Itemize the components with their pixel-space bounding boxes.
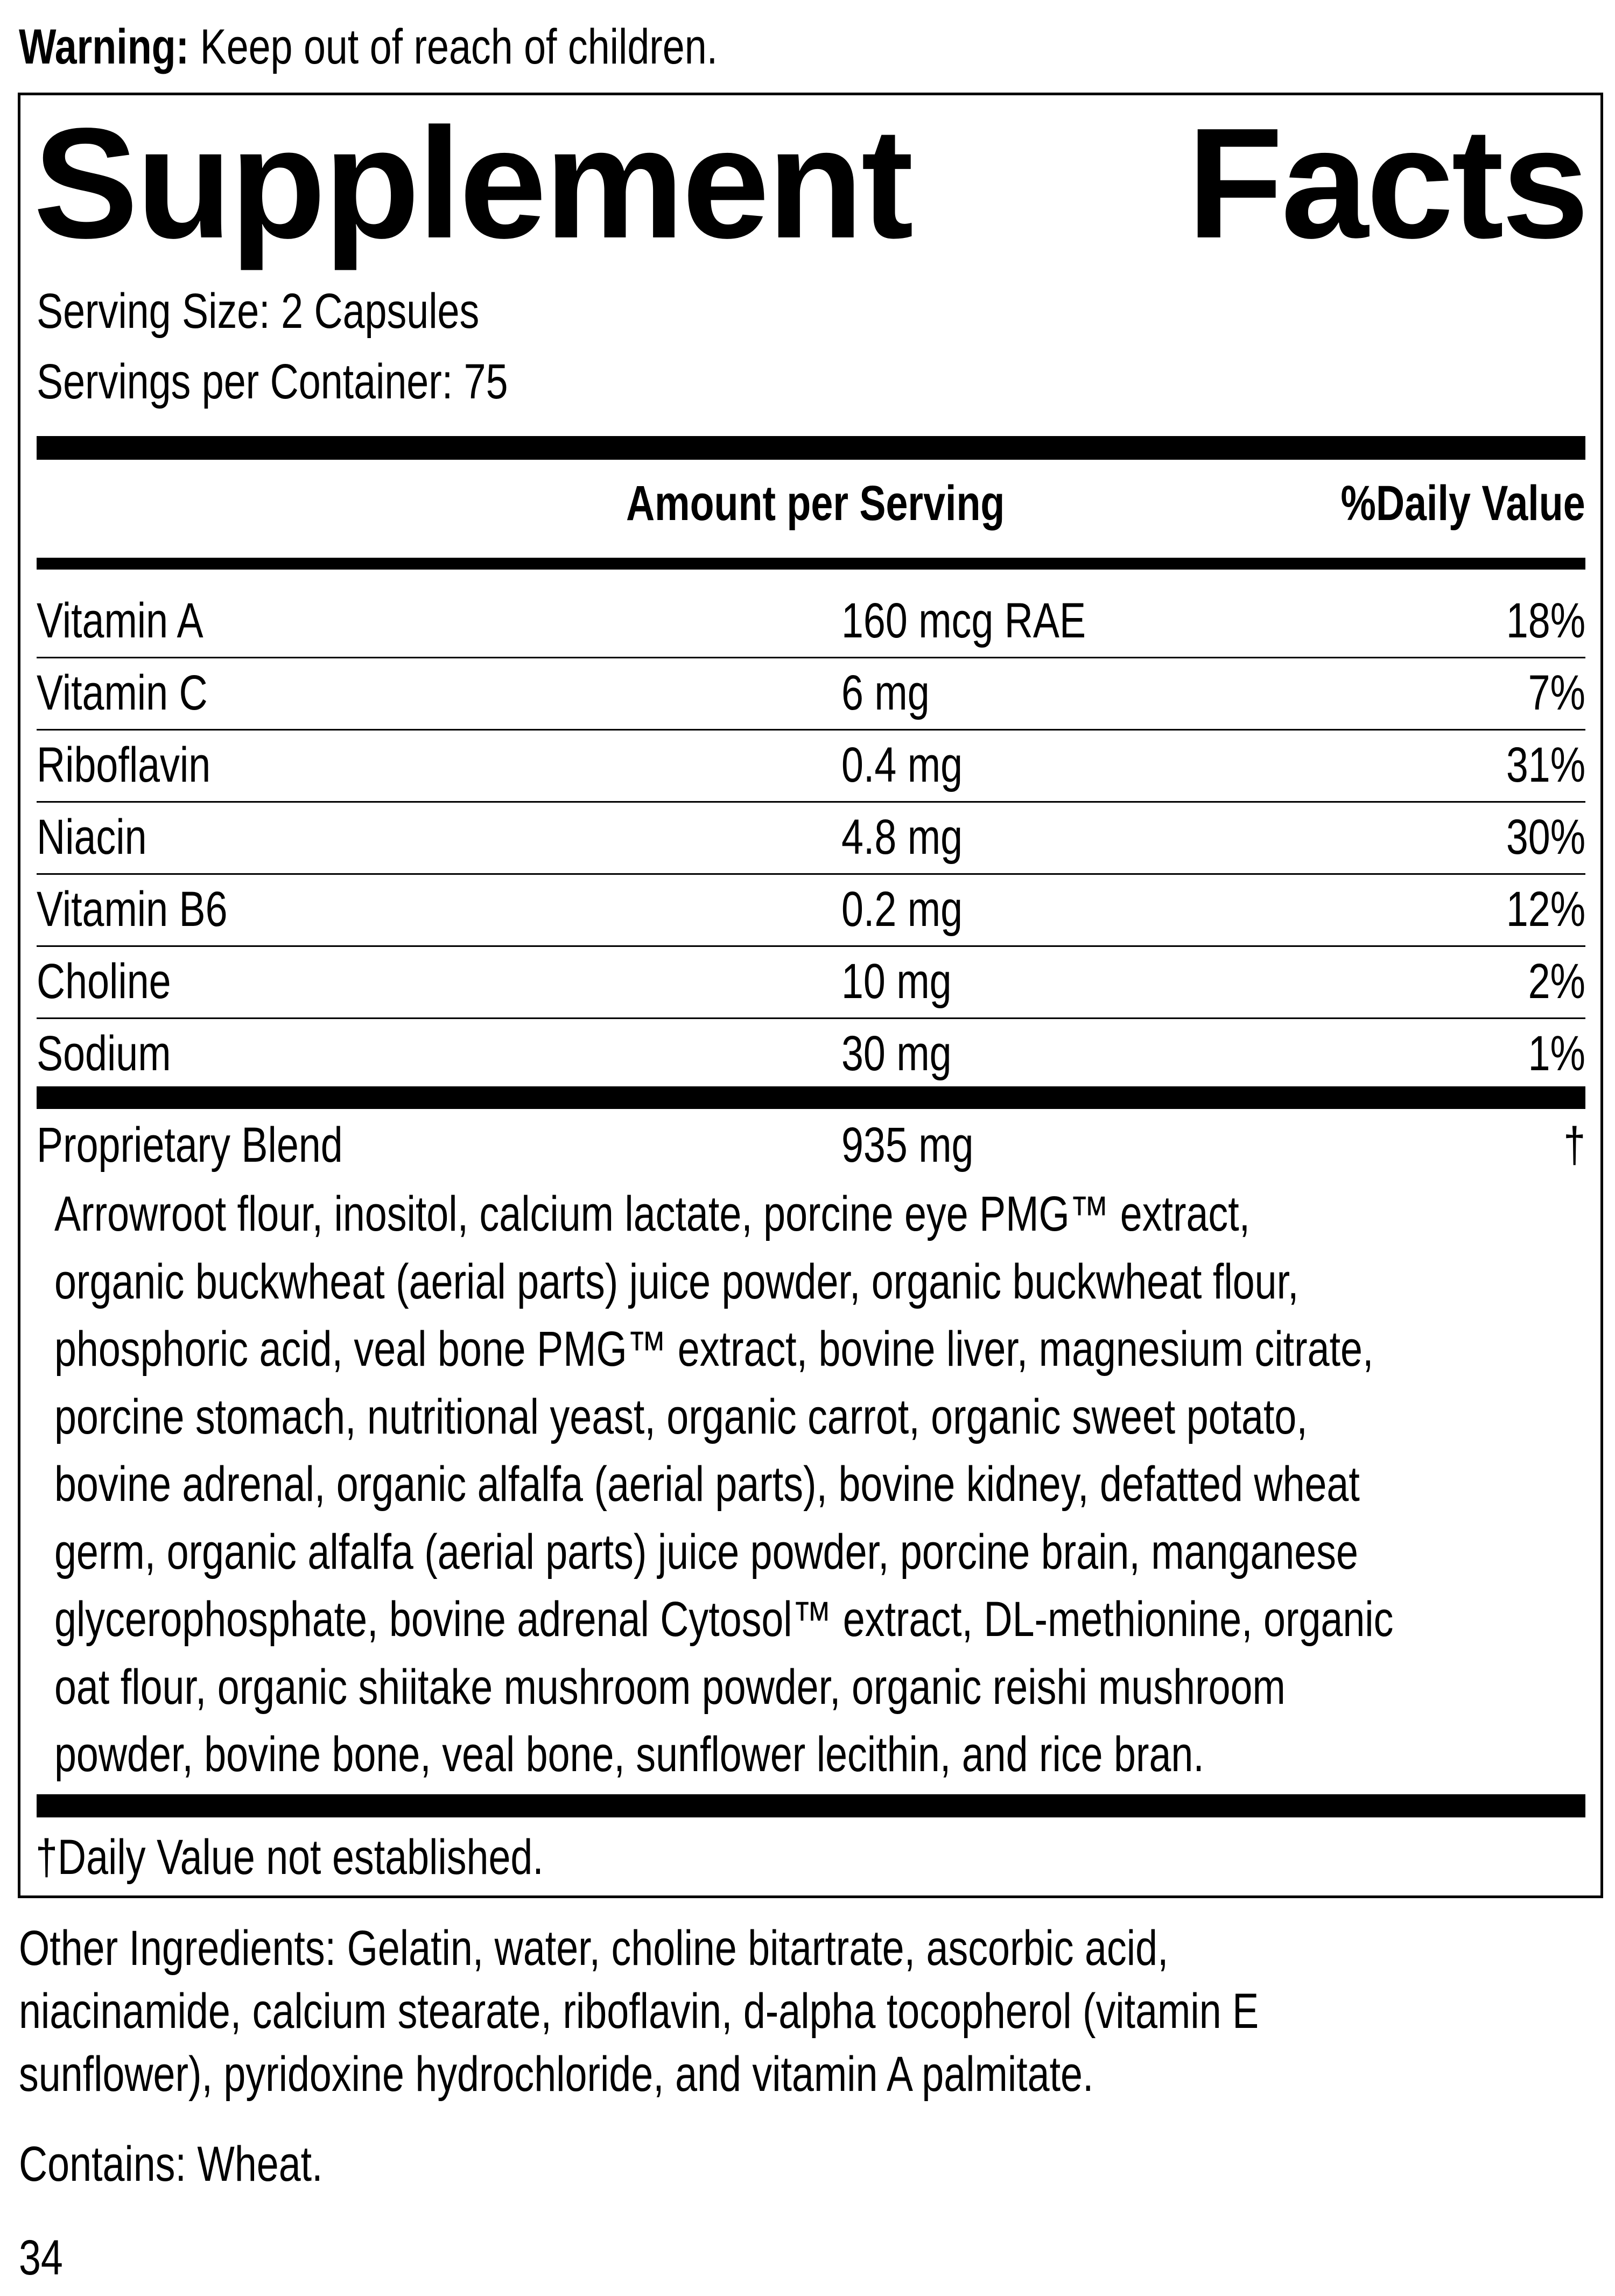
- row-divider: [37, 1017, 1585, 1019]
- nutrient-daily-value: 30%: [1506, 810, 1585, 865]
- panel-title: Supplement Facts: [33, 95, 1589, 271]
- daily-value-note: †Daily Value not established.: [36, 1830, 544, 1885]
- blend-name: Proprietary Blend: [37, 1118, 343, 1172]
- blend-ingredients-line: oat flour, organic shiitake mushroom pow…: [54, 1659, 1286, 1715]
- other-ingredients-line: niacinamide, calcium stearate, riboflavi…: [19, 1984, 1259, 2039]
- row-divider: [37, 729, 1585, 731]
- contains-allergens: Contains: Wheat.: [19, 2137, 323, 2192]
- blend-ingredients-line: glycerophosphate, bovine adrenal Cytosol…: [54, 1592, 1394, 1647]
- divider-thick: [37, 436, 1585, 460]
- warning-label: Warning:: [19, 19, 189, 74]
- blend-ingredients-line: porcine stomach, nutritional yeast, orga…: [54, 1389, 1308, 1444]
- blend-dv: †: [1563, 1118, 1585, 1172]
- row-divider: [37, 801, 1585, 803]
- warning: Warning: Keep out of reach of children.: [19, 20, 893, 74]
- blend-ingredients-line: organic buckwheat (aerial parts) juice p…: [54, 1254, 1299, 1309]
- supplement-facts-panel: [18, 93, 1603, 1898]
- blend-ingredients-line: phosphoric acid, veal bone PMG™ extract,…: [54, 1322, 1374, 1377]
- row-divider: [37, 657, 1585, 658]
- nutrient-amount: 160 mcg RAE: [841, 593, 1086, 648]
- row-divider: [37, 945, 1585, 947]
- nutrient-amount: 4.8 mg: [841, 810, 963, 865]
- nutrient-name: Vitamin B6: [37, 882, 228, 937]
- nutrient-name: Vitamin A: [37, 593, 203, 648]
- nutrient-daily-value: 18%: [1506, 593, 1585, 648]
- other-ingredients-line: sunflower), pyridoxine hydrochloride, an…: [19, 2047, 1094, 2102]
- blend-ingredients-line: bovine adrenal, organic alfalfa (aerial …: [54, 1457, 1360, 1512]
- nutrient-amount: 0.4 mg: [841, 738, 963, 792]
- nutrient-daily-value: 12%: [1506, 882, 1585, 937]
- divider-thick: [37, 1794, 1585, 1817]
- divider-medium: [37, 558, 1585, 570]
- header-daily-value: %Daily Value: [1340, 476, 1585, 531]
- nutrient-amount: 6 mg: [841, 665, 930, 720]
- nutrient-name: Riboflavin: [37, 738, 211, 792]
- blend-ingredients-line: germ, organic alfalfa (aerial parts) jui…: [54, 1524, 1358, 1579]
- nutrient-daily-value: 7%: [1528, 665, 1585, 720]
- nutrient-name: Niacin: [37, 810, 147, 865]
- blend-amount: 935 mg: [841, 1118, 974, 1172]
- title-word-facts: Facts: [1187, 95, 1589, 271]
- header-amount: Amount per Serving: [626, 476, 1005, 531]
- nutrient-daily-value: 1%: [1528, 1026, 1585, 1081]
- nutrient-name: Sodium: [37, 1026, 171, 1081]
- warning-text: Keep out of reach of children.: [200, 19, 718, 74]
- nutrient-name: Vitamin C: [37, 665, 208, 720]
- nutrient-daily-value: 31%: [1506, 738, 1585, 792]
- servings-per-container: Servings per Container: 75: [37, 354, 508, 409]
- nutrient-amount: 30 mg: [841, 1026, 952, 1081]
- nutrient-amount: 0.2 mg: [841, 882, 963, 937]
- title-word-supplement: Supplement: [33, 95, 914, 271]
- other-ingredients-line: Other Ingredients: Gelatin, water, choli…: [19, 1921, 1169, 1976]
- divider-thick: [37, 1086, 1585, 1109]
- row-divider: [37, 873, 1585, 875]
- nutrient-amount: 10 mg: [841, 954, 952, 1009]
- page-number: 34: [19, 2230, 63, 2285]
- blend-ingredients-line: Arrowroot flour, inositol, calcium lacta…: [54, 1186, 1251, 1241]
- blend-ingredients-line: powder, bovine bone, veal bone, sunflowe…: [54, 1727, 1204, 1782]
- nutrient-daily-value: 2%: [1528, 954, 1585, 1009]
- nutrient-name: Choline: [37, 954, 171, 1009]
- serving-size: Serving Size: 2 Capsules: [37, 284, 480, 339]
